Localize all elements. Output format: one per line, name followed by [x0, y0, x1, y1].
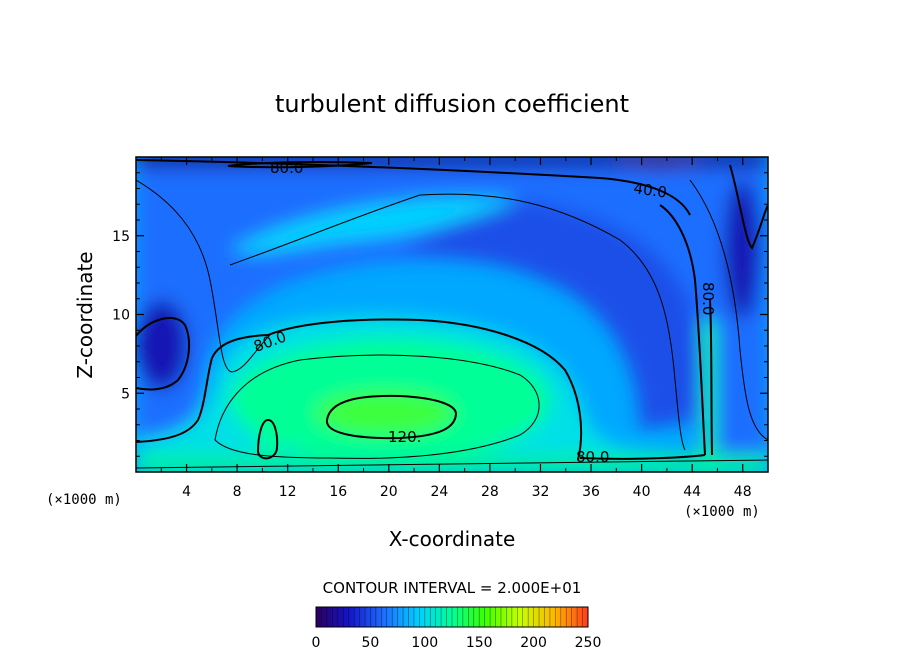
colorbar-tick-label: 0 [312, 635, 321, 651]
contour-100 [214, 354, 540, 459]
contour-80-bottom [579, 454, 706, 460]
field-bright-green-core [315, 391, 455, 435]
field-small-green-blob [257, 424, 277, 456]
x-tick-label: 32 [532, 484, 550, 500]
contour-80-plume [659, 204, 706, 456]
x-tick-label: 20 [380, 484, 398, 500]
x-tick-label: 48 [734, 484, 752, 500]
contour-label-120: 120. [388, 428, 421, 446]
x-axis-unit-left: (×1000 m) [46, 492, 122, 508]
colorbar-tick-label: 100 [411, 635, 438, 651]
contour-label-40: 40.0 [632, 179, 668, 201]
contour-40-top [136, 159, 691, 216]
heatmap-field [136, 157, 768, 472]
x-tick-label: 12 [279, 484, 297, 500]
field-mid-cyan-upper [230, 197, 520, 254]
field-top-purple [615, 157, 705, 170]
y-axis-title: Z-coordinate [73, 251, 97, 378]
y-tick-label: 5 [121, 386, 130, 402]
contour-interval-text: CONTOUR INTERVAL = 2.000E+01 [323, 579, 582, 597]
contour-80-main [136, 318, 583, 461]
contour-80-small-blob [256, 418, 279, 460]
contour-40-right [729, 164, 768, 250]
y-tick-label: 15 [112, 229, 130, 245]
colorbar-tick-label: 50 [361, 635, 379, 651]
x-axis: 4 8 12 16 20 24 28 32 36 40 44 48 [160, 157, 752, 500]
contour-labels: 80.0 40.0 80.0 80.0 120. 80.0 [251, 159, 717, 466]
contour-label-80-bottom: 80.0 [576, 448, 609, 466]
contour-120 [325, 394, 458, 440]
x-tick-label: 8 [233, 484, 242, 500]
x-tick-label: 24 [430, 484, 448, 500]
y-axis: 5 10 15 [112, 172, 768, 457]
contour-40-left [136, 317, 191, 391]
contour-label-80-top: 80.0 [270, 159, 303, 177]
field-right-dark-strip [724, 180, 760, 320]
colorbar-tick-label: 150 [466, 635, 493, 651]
contour-60-upper [136, 179, 271, 373]
x-tick-label: 28 [481, 484, 499, 500]
colorbar-tick-label: 250 [575, 635, 602, 651]
x-axis-unit-right: (×1000 m) [684, 504, 760, 520]
x-tick-label: 4 [182, 484, 191, 500]
y-tick-label: 10 [112, 308, 130, 324]
contour-label-80-right: 80.0 [699, 282, 717, 315]
x-tick-label: 40 [633, 484, 651, 500]
x-tick-label: 44 [683, 484, 701, 500]
contour-100-bottom [136, 459, 768, 469]
field-left-dark-blob [136, 300, 188, 390]
contour-80-plume-inner [709, 299, 713, 456]
colorbar-stripes [321, 607, 583, 627]
contour-60-right [689, 179, 768, 441]
x-tick-label: 36 [582, 484, 600, 500]
x-axis-title: X-coordinate [389, 527, 516, 551]
contour-60-mid [229, 193, 686, 451]
contour-lines [136, 159, 768, 469]
field-top-dark-band [136, 157, 768, 168]
chart-title: turbulent diffusion coefficient [275, 90, 629, 118]
colorbar-tick-label: 200 [520, 635, 547, 651]
colorbar-ticks: 0 50 100 150 200 250 [312, 635, 602, 651]
x-tick-label: 16 [329, 484, 347, 500]
field-deep-blue-region [400, 200, 699, 430]
